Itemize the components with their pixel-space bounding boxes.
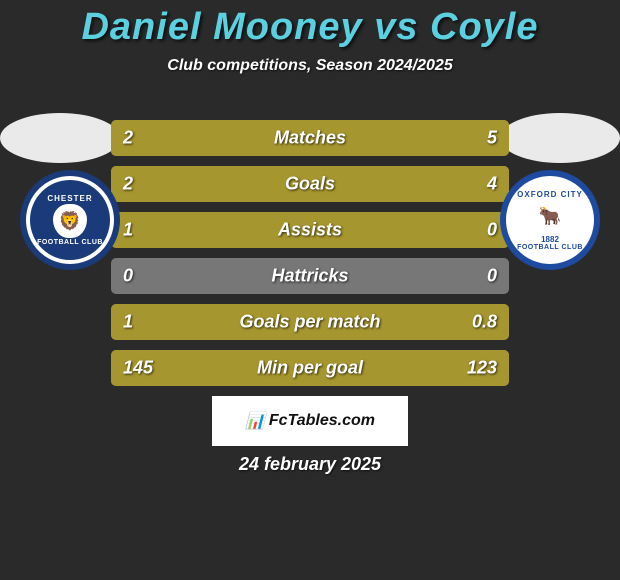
badge-right-subtext: FOOTBALL CLUB xyxy=(517,244,583,251)
date-label: 24 february 2025 xyxy=(0,454,620,475)
stat-label: Goals xyxy=(285,174,335,195)
stat-row: 145 123 Min per goal xyxy=(111,350,509,386)
stat-value-right: 123 xyxy=(467,358,497,379)
club-badge-right: OXFORD CITY 🐂 1882 FOOTBALL CLUB xyxy=(500,170,600,270)
stat-row: 2 5 Matches xyxy=(111,120,509,156)
stat-value-right: 0 xyxy=(487,220,497,241)
attribution-text: FcTables.com xyxy=(269,412,375,430)
stat-label: Hattricks xyxy=(271,266,348,287)
stat-value-right: 0 xyxy=(487,266,497,287)
subtitle: Club competitions, Season 2024/2025 xyxy=(0,57,620,75)
stat-value-right: 4 xyxy=(487,174,497,195)
stat-value-right: 0.8 xyxy=(472,312,497,333)
chart-icon: 📊 xyxy=(245,411,265,431)
badge-right-name: OXFORD CITY xyxy=(517,190,583,199)
stats-container: 2 5 Matches 2 4 Goals 1 0 Assists 0 0 Hattricks 1 0.8… xyxy=(111,120,509,396)
stat-label: Min per goal xyxy=(257,358,363,379)
stat-label: Goals per match xyxy=(239,312,380,333)
stat-row: 1 0 Assists xyxy=(111,212,509,248)
stat-value-left: 1 xyxy=(123,220,133,241)
stat-bar-right xyxy=(230,120,509,156)
stat-bar-left xyxy=(111,212,406,248)
stat-value-left: 2 xyxy=(123,128,133,149)
page-title: Daniel Mooney vs Coyle xyxy=(0,0,620,49)
badge-left-name: CHESTER xyxy=(47,194,92,203)
stat-row: 1 0.8 Goals per match xyxy=(111,304,509,340)
stat-value-left: 0 xyxy=(123,266,133,287)
attribution-badge: 📊 FcTables.com xyxy=(212,396,408,446)
stat-value-left: 145 xyxy=(123,358,153,379)
badge-left-subtext: FOOTBALL CLUB xyxy=(37,239,103,246)
badge-left-crest-icon: 🦁 xyxy=(53,204,87,238)
stat-label: Assists xyxy=(278,220,342,241)
badge-right-crest-icon: 🐂 xyxy=(533,200,567,234)
stat-value-right: 5 xyxy=(487,128,497,149)
stat-value-left: 1 xyxy=(123,312,133,333)
stat-row: 0 0 Hattricks xyxy=(111,258,509,294)
badge-right-year: 1882 xyxy=(541,235,559,244)
club-badge-left: CHESTER 🦁 FOOTBALL CLUB xyxy=(20,170,120,270)
stat-value-left: 2 xyxy=(123,174,133,195)
stat-label: Matches xyxy=(274,128,346,149)
stat-row: 2 4 Goals xyxy=(111,166,509,202)
